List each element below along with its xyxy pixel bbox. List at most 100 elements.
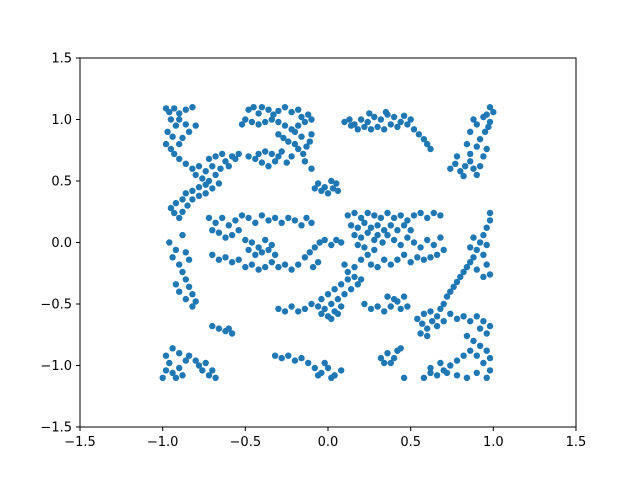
- data-point: [311, 244, 318, 251]
- data-point: [225, 163, 232, 170]
- data-point: [437, 359, 444, 367]
- data-point: [452, 160, 459, 167]
- data-point: [212, 219, 219, 226]
- data-point: [390, 295, 398, 303]
- data-point: [433, 251, 441, 258]
- data-point: [470, 234, 477, 241]
- data-point: [212, 171, 219, 179]
- data-point: [407, 227, 414, 234]
- data-point: [222, 234, 229, 241]
- data-point: [232, 155, 239, 163]
- data-point: [176, 116, 183, 123]
- data-point: [298, 354, 305, 362]
- data-point: [314, 372, 322, 379]
- data-point: [381, 256, 388, 263]
- x-tick-label: −0.5: [230, 435, 262, 450]
- data-point: [351, 263, 358, 271]
- data-point: [176, 261, 183, 268]
- data-point: [245, 153, 252, 160]
- data-point: [295, 122, 302, 129]
- data-point: [384, 350, 391, 357]
- data-point: [314, 303, 322, 310]
- data-point: [371, 212, 378, 219]
- data-point: [248, 261, 256, 268]
- data-point: [483, 330, 490, 337]
- data-point: [473, 352, 480, 359]
- data-point: [457, 273, 464, 281]
- data-point: [417, 244, 424, 251]
- data-point: [318, 310, 325, 317]
- data-point: [252, 251, 259, 258]
- data-point: [295, 261, 302, 268]
- data-point: [316, 239, 323, 246]
- data-point: [162, 352, 170, 359]
- data-point: [397, 118, 404, 126]
- data-point: [288, 108, 295, 116]
- data-point: [371, 113, 378, 121]
- data-point: [295, 145, 302, 153]
- data-point: [424, 140, 431, 148]
- points-layer: [159, 104, 497, 381]
- data-point: [169, 369, 176, 377]
- data-point: [361, 300, 368, 308]
- data-point: [258, 212, 266, 219]
- data-point: [351, 273, 358, 281]
- data-point: [331, 286, 338, 293]
- data-point: [486, 118, 494, 126]
- data-point: [397, 345, 404, 352]
- data-point: [410, 126, 418, 133]
- data-point: [228, 231, 236, 239]
- data-point: [185, 256, 193, 263]
- data-point: [262, 118, 269, 126]
- data-point: [338, 303, 345, 310]
- data-point: [232, 217, 239, 224]
- data-point: [238, 121, 246, 128]
- data-point: [179, 208, 186, 215]
- data-point: [225, 222, 232, 229]
- data-point: [222, 254, 229, 261]
- data-point: [483, 145, 490, 153]
- data-point: [215, 180, 223, 187]
- data-point: [486, 217, 494, 224]
- x-tick-label: 1.0: [483, 435, 504, 450]
- data-point: [480, 273, 487, 281]
- data-point: [467, 158, 474, 165]
- data-point: [192, 298, 199, 305]
- data-point: [291, 357, 299, 364]
- data-point: [346, 116, 353, 123]
- data-point: [166, 239, 173, 246]
- data-point: [311, 364, 318, 372]
- x-tick-label: −1.0: [147, 435, 179, 450]
- data-point: [384, 293, 391, 300]
- data-point: [367, 305, 375, 313]
- data-point: [357, 256, 365, 263]
- data-point: [278, 148, 285, 155]
- y-tick-label: −0.5: [40, 298, 72, 313]
- data-point: [255, 150, 262, 158]
- data-point: [235, 227, 242, 234]
- data-point: [298, 113, 305, 121]
- data-point: [424, 236, 431, 244]
- data-point: [308, 116, 315, 123]
- data-point: [199, 367, 206, 374]
- data-point: [166, 359, 173, 367]
- data-point: [476, 239, 484, 246]
- data-point: [333, 180, 340, 187]
- data-point: [476, 342, 484, 349]
- data-point: [394, 256, 401, 263]
- data-point: [437, 234, 444, 241]
- data-point: [303, 143, 310, 150]
- data-point: [361, 123, 368, 131]
- data-point: [303, 214, 310, 222]
- data-point: [480, 113, 487, 121]
- data-point: [440, 246, 447, 254]
- data-point: [354, 281, 361, 288]
- data-point: [400, 112, 408, 120]
- data-point: [271, 158, 279, 165]
- data-point: [298, 133, 305, 140]
- data-point: [275, 107, 282, 115]
- data-point: [379, 239, 386, 246]
- data-point: [427, 145, 434, 153]
- data-point: [281, 122, 289, 129]
